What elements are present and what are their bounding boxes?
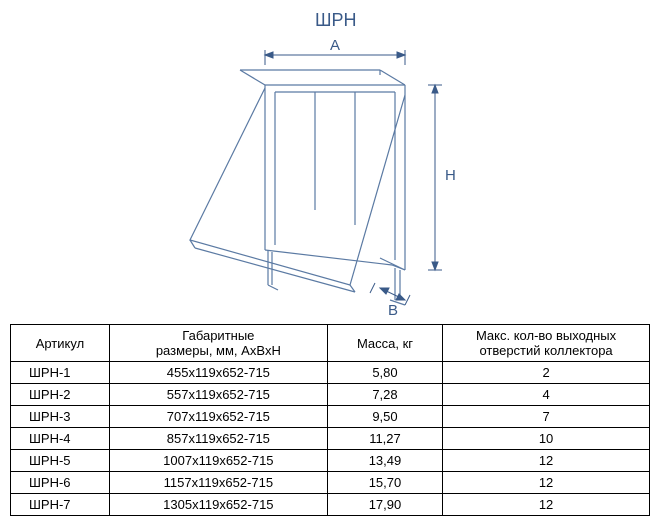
table-cell: 7 — [443, 406, 650, 428]
table-cell: 12 — [443, 450, 650, 472]
col-header: Габаритные размеры, мм, AxBxH — [109, 325, 327, 362]
diagram-area: ШРН — [10, 10, 660, 320]
col-header: Масса, кг — [327, 325, 442, 362]
col-header: Макс. кол-во выходных отверстий коллекто… — [443, 325, 650, 362]
table-cell: 1007x119x652-715 — [109, 450, 327, 472]
table-cell: 9,50 — [327, 406, 442, 428]
table-cell: 857x119x652-715 — [109, 428, 327, 450]
table-row: ШРН-71305x119x652-71517,9012 — [11, 494, 650, 516]
col-header: Артикул — [11, 325, 110, 362]
cabinet-diagram: A H B — [10, 10, 660, 320]
dim-label-h: H — [445, 167, 456, 184]
table-cell: 12 — [443, 472, 650, 494]
table-cell: 17,90 — [327, 494, 442, 516]
table-cell: 15,70 — [327, 472, 442, 494]
table-cell: ШРН-1 — [11, 362, 110, 384]
table-cell: ШРН-4 — [11, 428, 110, 450]
table-cell: 7,28 — [327, 384, 442, 406]
table-row: ШРН-51007x119x652-71513,4912 — [11, 450, 650, 472]
diagram-title: ШРН — [315, 10, 357, 31]
table-cell: 2 — [443, 362, 650, 384]
table-cell: ШРН-7 — [11, 494, 110, 516]
table-row: ШРН-3707x119x652-7159,507 — [11, 406, 650, 428]
table-cell: 707x119x652-715 — [109, 406, 327, 428]
table-cell: ШРН-6 — [11, 472, 110, 494]
page-root: ШРН — [10, 10, 660, 516]
dim-label-a: A — [330, 37, 340, 54]
dim-label-b: B — [388, 302, 398, 319]
table-row: ШРН-61157x119x652-71515,7012 — [11, 472, 650, 494]
table-row: ШРН-1455x119x652-7155,802 — [11, 362, 650, 384]
table-cell: 1157x119x652-715 — [109, 472, 327, 494]
table-cell: 12 — [443, 494, 650, 516]
table-cell: 13,49 — [327, 450, 442, 472]
table-cell: ШРН-3 — [11, 406, 110, 428]
table-cell: 1305x119x652-715 — [109, 494, 327, 516]
table-header-row: Артикул Габаритные размеры, мм, AxBxH Ма… — [11, 325, 650, 362]
table-cell: 5,80 — [327, 362, 442, 384]
table-cell: ШРН-5 — [11, 450, 110, 472]
table-cell: 10 — [443, 428, 650, 450]
spec-table: Артикул Габаритные размеры, мм, AxBxH Ма… — [10, 324, 650, 516]
table-cell: 4 — [443, 384, 650, 406]
table-cell: ШРН-2 — [11, 384, 110, 406]
table-cell: 455x119x652-715 — [109, 362, 327, 384]
table-row: ШРН-4857x119x652-71511,2710 — [11, 428, 650, 450]
table-row: ШРН-2557x119x652-7157,284 — [11, 384, 650, 406]
table-cell: 557x119x652-715 — [109, 384, 327, 406]
table-cell: 11,27 — [327, 428, 442, 450]
